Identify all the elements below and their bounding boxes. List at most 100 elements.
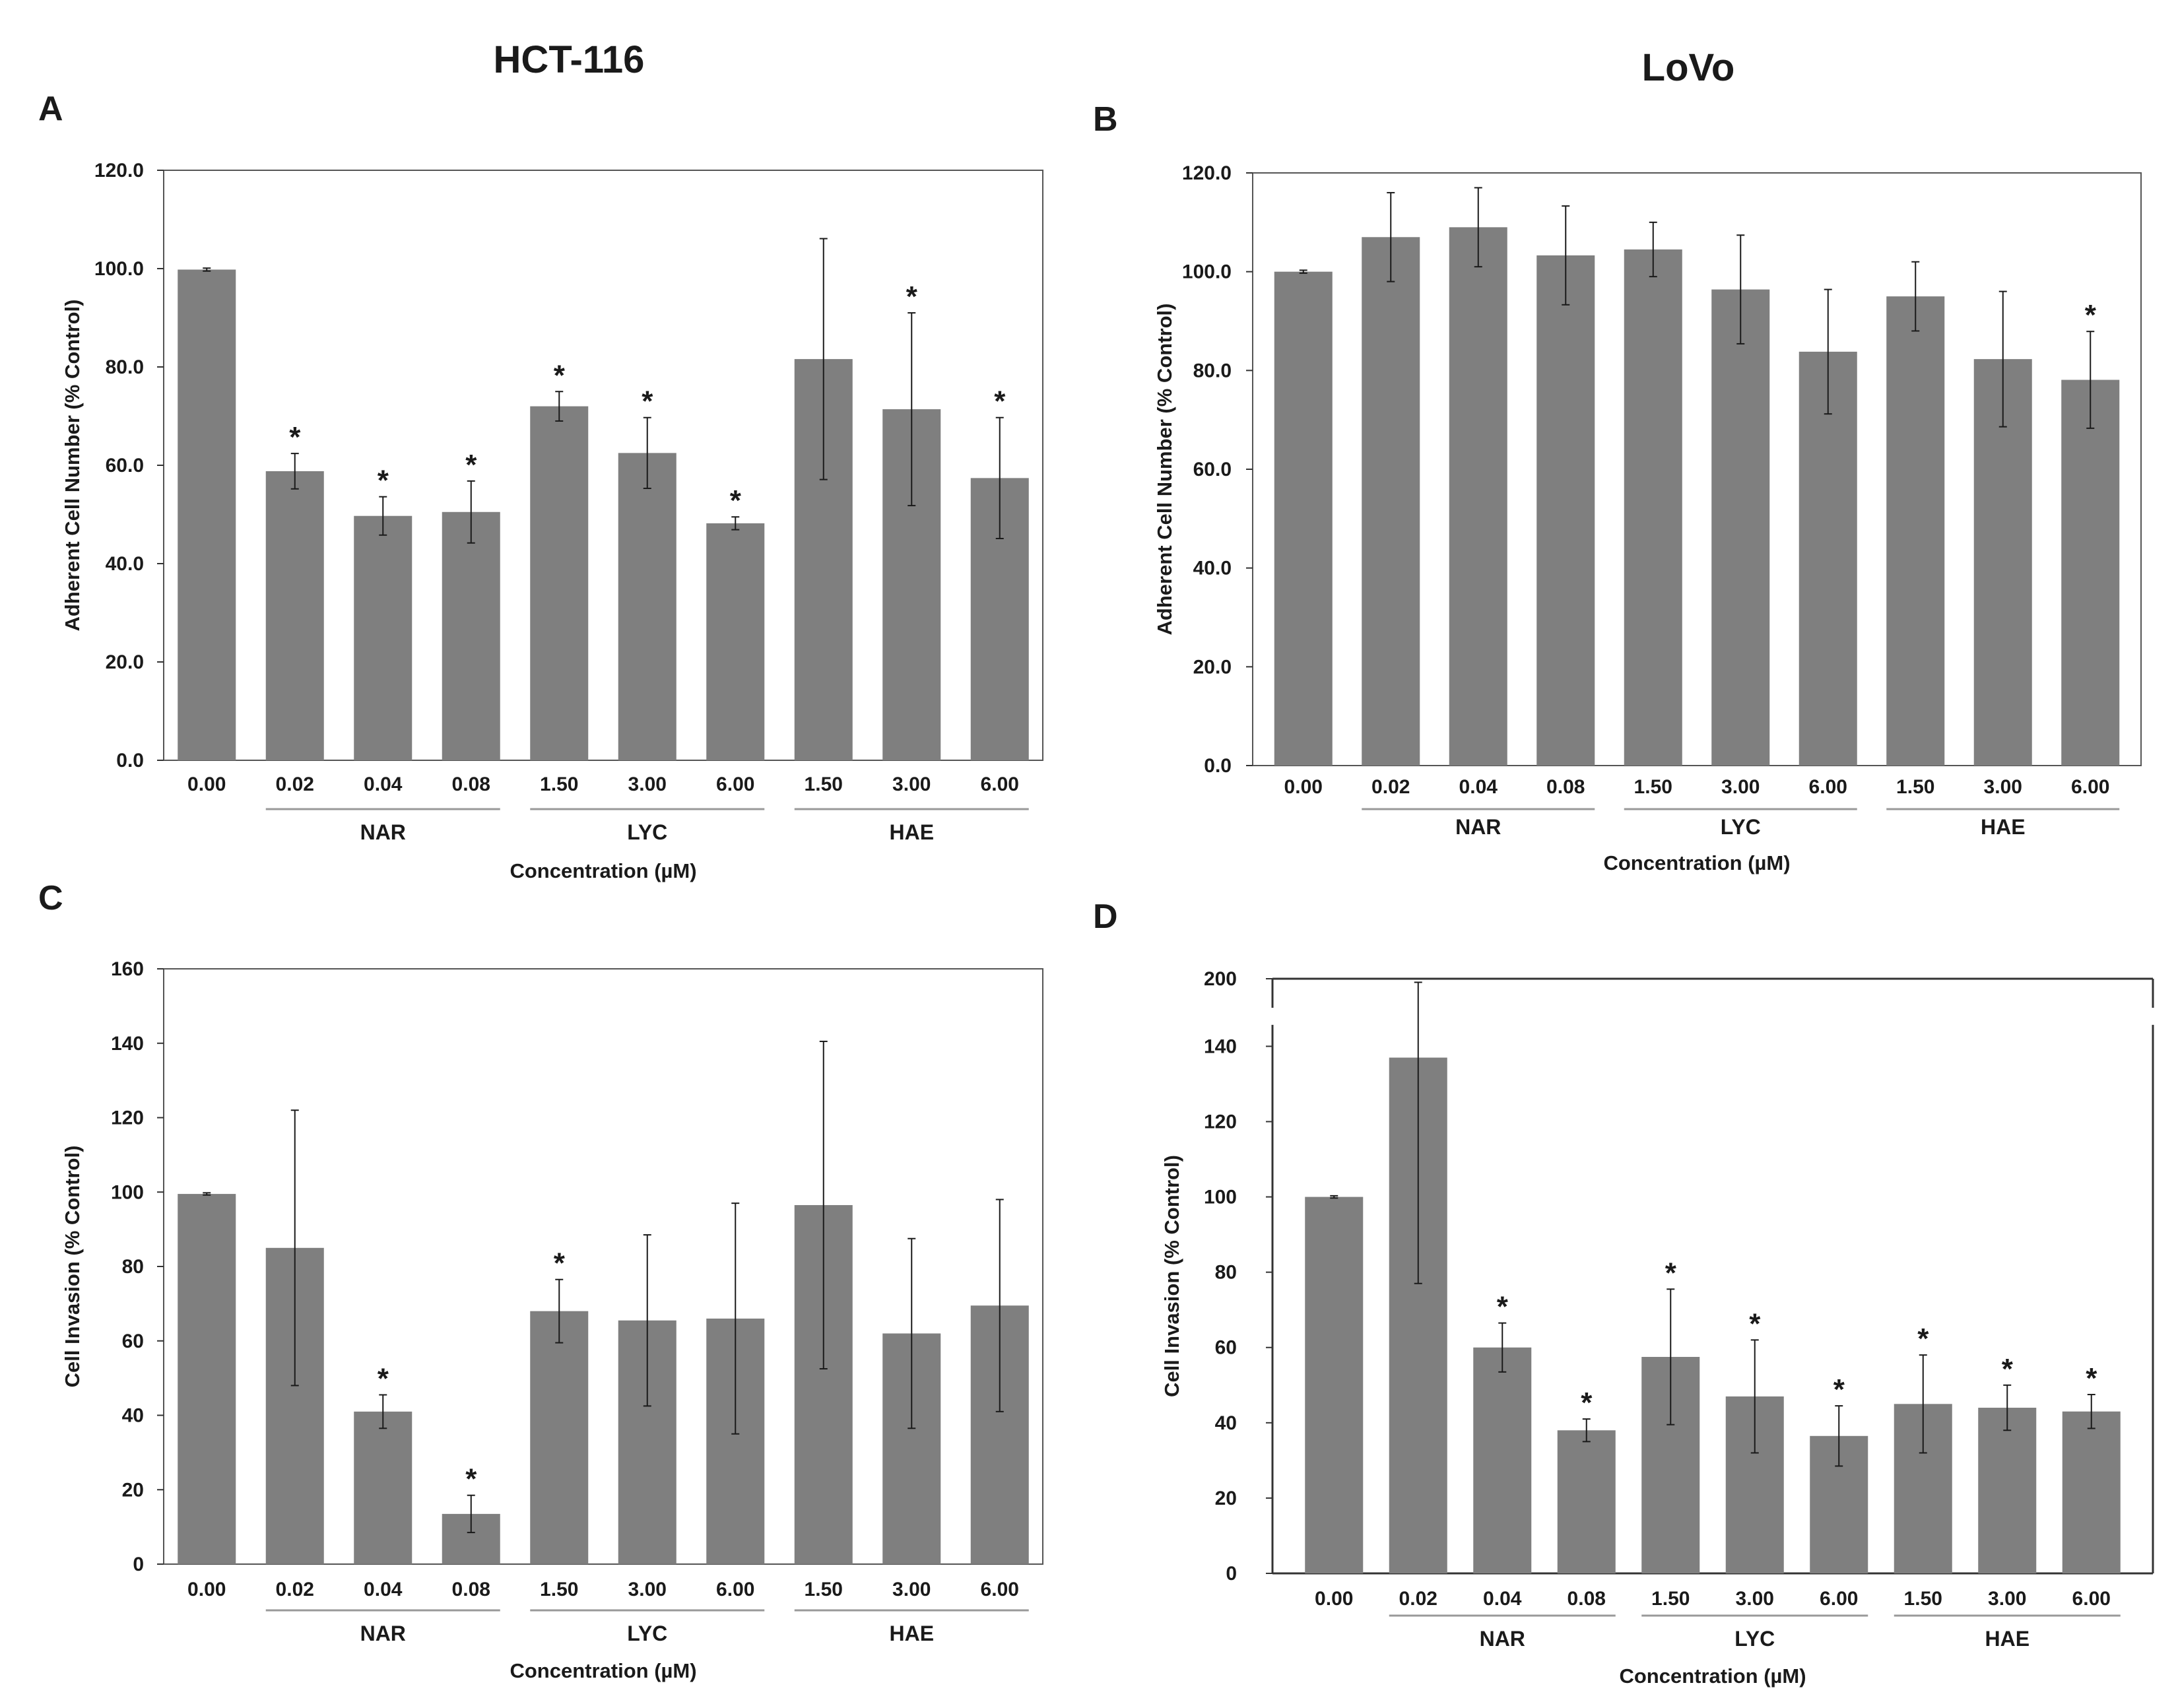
- bar: [1362, 237, 1420, 766]
- x-tick-label: 0.02: [276, 773, 314, 795]
- x-tick-label: 6.00: [981, 773, 1019, 795]
- y-axis-label: Adherent Cell Number (% Control): [61, 300, 84, 632]
- y-tick-label: 0: [133, 1554, 144, 1575]
- x-tick-label: 0.00: [1315, 1588, 1353, 1610]
- y-tick-label: 120.0: [94, 160, 144, 181]
- y-tick-label: 0.0: [1204, 755, 1232, 777]
- x-tick-label: 6.00: [2071, 776, 2109, 798]
- x-tick-label: 1.50: [1896, 776, 1934, 798]
- x-tick-label: 1.50: [1904, 1588, 1942, 1610]
- y-tick-label: 40: [122, 1405, 144, 1427]
- x-tick-label: 3.00: [628, 1579, 667, 1600]
- panel-letter-c: C: [38, 879, 63, 917]
- significance-star: *: [2085, 299, 2097, 331]
- group-label: NAR: [1480, 1627, 1525, 1651]
- group-label: HAE: [889, 1622, 934, 1645]
- x-tick-label: 1.50: [805, 1579, 843, 1600]
- y-tick-label: 60.0: [1193, 459, 1232, 480]
- y-tick-label: 20.0: [106, 651, 144, 673]
- y-tick-label: 200: [1204, 968, 1237, 990]
- y-axis-label: Adherent Cell Number (% Control): [1153, 304, 1176, 636]
- panel-letter-a: A: [38, 90, 63, 128]
- y-tick-label: 120: [1204, 1111, 1237, 1133]
- group-label: HAE: [1981, 815, 2026, 839]
- bar: [1274, 271, 1333, 766]
- bar: [706, 523, 765, 760]
- x-tick-label: 1.50: [1651, 1588, 1690, 1610]
- y-tick-label: 40.0: [106, 553, 144, 575]
- group-label: LYC: [1734, 1627, 1775, 1651]
- y-tick-label: 120.0: [1182, 162, 1232, 184]
- significance-star: *: [378, 1362, 389, 1395]
- bar: [1305, 1197, 1364, 1573]
- x-tick-label: 0.00: [1284, 776, 1323, 798]
- group-label: LYC: [1721, 815, 1761, 839]
- y-tick-label: 40: [1215, 1412, 1237, 1434]
- significance-star: *: [730, 484, 742, 517]
- x-tick-label: 0.08: [1568, 1588, 1606, 1610]
- x-tick-label: 0.00: [187, 773, 226, 795]
- x-tick-label: 1.50: [540, 1579, 578, 1600]
- x-tick-label: 0.02: [276, 1579, 314, 1600]
- bar: [1624, 249, 1682, 766]
- group-label: NAR: [360, 1622, 406, 1645]
- y-axis-label: Cell Invasion (% Control): [61, 1146, 84, 1388]
- y-tick-label: 80.0: [106, 356, 144, 378]
- y-tick-label: 20.0: [1193, 656, 1232, 678]
- chart-panel-a: 0.0 20.0 40.0 60.0 80.0 100.0 120.0 0.00 * 0.02 * 0…: [61, 160, 1043, 882]
- column-title-hct116: HCT-116: [494, 38, 645, 81]
- significance-star: *: [2086, 1362, 2097, 1395]
- x-tick-label: 3.00: [1721, 776, 1760, 798]
- y-tick-label: 160: [111, 958, 144, 980]
- x-tick-label: 3.00: [892, 1579, 931, 1600]
- x-axis-label: Concentration (µM): [1619, 1664, 1806, 1688]
- bar: [1886, 296, 1945, 766]
- x-axis-label: Concentration (µM): [1603, 851, 1790, 874]
- bar: [1557, 1430, 1616, 1573]
- chart-panel-b: 0.0 20.0 40.0 60.0 80.0 100.0 120.0 0.00 0.02 0.0…: [1153, 162, 2142, 874]
- y-tick-label: 20: [1215, 1488, 1237, 1509]
- panel-letter-b: B: [1093, 100, 1118, 139]
- y-tick-label: 100: [111, 1181, 144, 1203]
- x-axis-label: Concentration (µM): [510, 1659, 696, 1682]
- bar: [2062, 1411, 2121, 1573]
- y-tick-label: 60.0: [106, 455, 144, 476]
- bar: [1711, 289, 1770, 766]
- bar: [2061, 379, 2120, 766]
- significance-star: *: [1581, 1387, 1593, 1419]
- x-tick-label: 0.04: [1459, 776, 1498, 798]
- y-tick-label: 140: [111, 1033, 144, 1055]
- x-tick-label: 6.00: [2072, 1588, 2111, 1610]
- chart-panel-d: 0 20 40 60 80 100 120 140 200 0.00 0.02 * 0.04 * 0.08 *…: [1160, 968, 2154, 1688]
- x-tick-label: 0.04: [364, 1579, 403, 1600]
- x-tick-label: 0.08: [452, 1579, 490, 1600]
- bar: [354, 515, 412, 760]
- x-tick-label: 3.00: [1988, 1588, 2026, 1610]
- y-tick-label: 80: [122, 1256, 144, 1278]
- x-tick-label: 6.00: [1820, 1588, 1858, 1610]
- y-tick-label: 0.0: [116, 750, 144, 772]
- group-label: LYC: [627, 1622, 667, 1645]
- y-axis-label: Cell Invasion (% Control): [1160, 1155, 1183, 1397]
- x-tick-label: 0.00: [187, 1579, 226, 1600]
- x-tick-label: 0.04: [364, 773, 403, 795]
- significance-star: *: [1665, 1257, 1677, 1289]
- x-axis-label: Concentration (µM): [510, 859, 696, 882]
- y-tick-label: 80.0: [1193, 360, 1232, 381]
- x-tick-label: 3.00: [1736, 1588, 1774, 1610]
- x-tick-label: 0.02: [1399, 1588, 1437, 1610]
- bar: [1536, 255, 1595, 766]
- bar: [1473, 1347, 1532, 1573]
- bar: [1798, 351, 1857, 766]
- bar: [178, 1194, 236, 1564]
- bar: [618, 453, 676, 760]
- bar: [265, 471, 324, 760]
- group-label: HAE: [1985, 1627, 2030, 1651]
- x-tick-label: 1.50: [1634, 776, 1672, 798]
- x-tick-label: 3.00: [1984, 776, 2022, 798]
- y-tick-label: 60: [122, 1330, 144, 1352]
- y-tick-label: 120: [111, 1107, 144, 1129]
- x-tick-label: 3.00: [892, 773, 931, 795]
- significance-star: *: [1497, 1291, 1509, 1323]
